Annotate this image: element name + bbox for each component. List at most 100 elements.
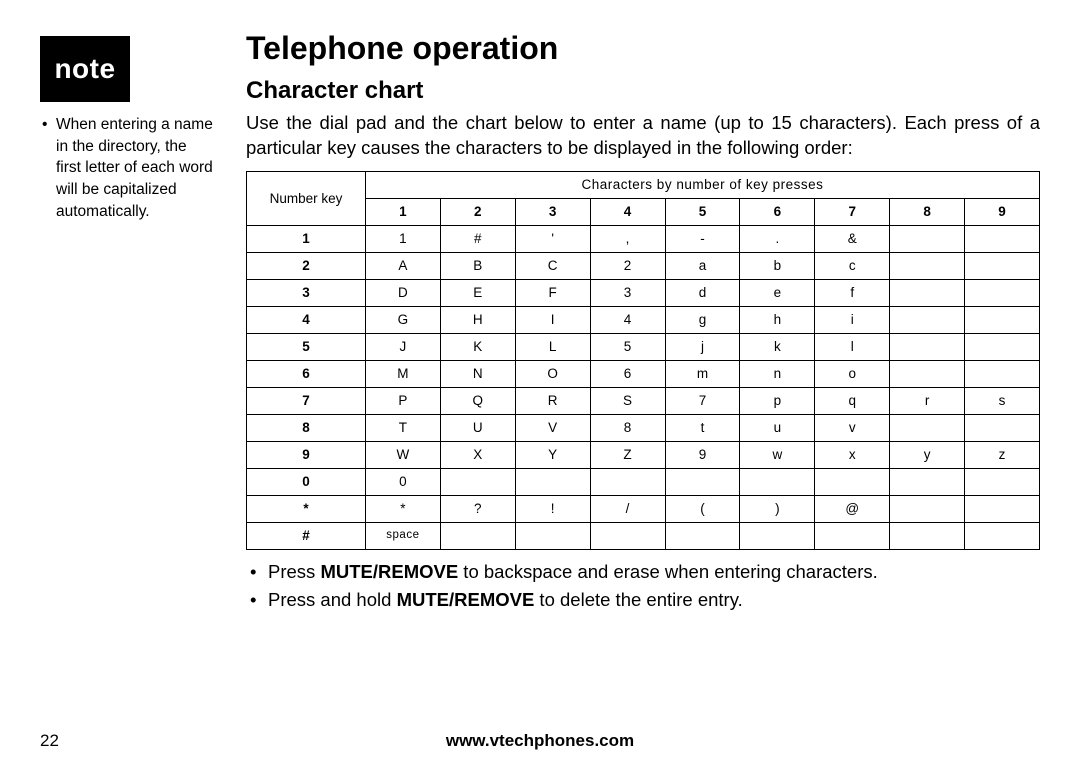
char-cell: Q bbox=[440, 387, 515, 414]
bullet-1-bold: MUTE/REMOVE bbox=[320, 561, 458, 582]
char-cell: 4 bbox=[590, 306, 665, 333]
press-header-9: 9 bbox=[965, 198, 1040, 225]
char-cell bbox=[890, 306, 965, 333]
char-cell: S bbox=[590, 387, 665, 414]
press-header-3: 3 bbox=[515, 198, 590, 225]
char-cell bbox=[965, 252, 1040, 279]
char-cell: I bbox=[515, 306, 590, 333]
page-footer: 22 www.vtechphones.com bbox=[0, 731, 1080, 751]
char-cell: g bbox=[665, 306, 740, 333]
char-cell: n bbox=[740, 360, 815, 387]
char-cell: * bbox=[365, 495, 440, 522]
char-cell: 9 bbox=[665, 441, 740, 468]
char-cell bbox=[965, 306, 1040, 333]
table-row: 9WXYZ9wxyz bbox=[247, 441, 1040, 468]
table-spanning-header: Characters by number of key presses bbox=[365, 171, 1039, 198]
char-cell bbox=[515, 522, 590, 549]
char-cell bbox=[965, 225, 1040, 252]
intro-paragraph: Use the dial pad and the chart below to … bbox=[246, 111, 1040, 161]
table-row: **?!/()@ bbox=[247, 495, 1040, 522]
char-cell bbox=[890, 360, 965, 387]
char-cell: - bbox=[665, 225, 740, 252]
char-cell: 3 bbox=[590, 279, 665, 306]
note-badge-label: note bbox=[54, 53, 115, 85]
table-row: 4GHI4ghi bbox=[247, 306, 1040, 333]
char-cell: 2 bbox=[590, 252, 665, 279]
bullet-delete-entry: Press and hold MUTE/REMOVE to delete the… bbox=[246, 586, 1040, 614]
char-cell bbox=[665, 522, 740, 549]
char-cell: y bbox=[890, 441, 965, 468]
bullet-2-bold: MUTE/REMOVE bbox=[397, 589, 535, 610]
char-cell: l bbox=[815, 333, 890, 360]
char-cell: V bbox=[515, 414, 590, 441]
char-cell: q bbox=[815, 387, 890, 414]
char-cell: H bbox=[440, 306, 515, 333]
char-cell: R bbox=[515, 387, 590, 414]
char-cell bbox=[965, 495, 1040, 522]
press-header-1: 1 bbox=[365, 198, 440, 225]
char-cell bbox=[590, 522, 665, 549]
char-cell: X bbox=[440, 441, 515, 468]
char-cell: j bbox=[665, 333, 740, 360]
char-cell bbox=[890, 468, 965, 495]
char-cell bbox=[890, 495, 965, 522]
char-cell bbox=[890, 279, 965, 306]
char-cell: b bbox=[740, 252, 815, 279]
row-key: 5 bbox=[247, 333, 366, 360]
char-cell: C bbox=[515, 252, 590, 279]
bullet-2-post: to delete the entire entry. bbox=[534, 589, 742, 610]
char-cell: Z bbox=[590, 441, 665, 468]
row-key: 2 bbox=[247, 252, 366, 279]
char-cell: f bbox=[815, 279, 890, 306]
char-cell: ' bbox=[515, 225, 590, 252]
char-cell: P bbox=[365, 387, 440, 414]
char-cell: / bbox=[590, 495, 665, 522]
char-cell bbox=[890, 414, 965, 441]
char-cell bbox=[440, 522, 515, 549]
table-row: 11#',-.& bbox=[247, 225, 1040, 252]
char-cell bbox=[890, 225, 965, 252]
char-cell: d bbox=[665, 279, 740, 306]
char-cell: F bbox=[515, 279, 590, 306]
char-cell: 7 bbox=[665, 387, 740, 414]
row-key: 1 bbox=[247, 225, 366, 252]
char-cell: D bbox=[365, 279, 440, 306]
char-cell: z bbox=[965, 441, 1040, 468]
char-cell bbox=[890, 252, 965, 279]
sidebar: note When entering a name in the directo… bbox=[40, 30, 220, 222]
char-cell: ? bbox=[440, 495, 515, 522]
note-text: When entering a name in the directory, t… bbox=[42, 114, 214, 222]
char-cell: h bbox=[740, 306, 815, 333]
row-key: 8 bbox=[247, 414, 366, 441]
char-cell: m bbox=[665, 360, 740, 387]
char-cell bbox=[590, 468, 665, 495]
char-cell: k bbox=[740, 333, 815, 360]
char-cell: s bbox=[965, 387, 1040, 414]
char-cell: 8 bbox=[590, 414, 665, 441]
page: note When entering a name in the directo… bbox=[0, 0, 1080, 771]
table-row: 00 bbox=[247, 468, 1040, 495]
char-cell: W bbox=[365, 441, 440, 468]
row-key: 0 bbox=[247, 468, 366, 495]
char-cell: J bbox=[365, 333, 440, 360]
bullet-backspace: Press MUTE/REMOVE to backspace and erase… bbox=[246, 558, 1040, 586]
table-row: 7PQRS7pqrs bbox=[247, 387, 1040, 414]
char-cell: . bbox=[740, 225, 815, 252]
char-cell: v bbox=[815, 414, 890, 441]
char-cell: T bbox=[365, 414, 440, 441]
row-key: # bbox=[247, 522, 366, 549]
char-cell bbox=[965, 468, 1040, 495]
char-cell: @ bbox=[815, 495, 890, 522]
char-cell bbox=[890, 522, 965, 549]
char-cell: M bbox=[365, 360, 440, 387]
table-row: 8TUV8tuv bbox=[247, 414, 1040, 441]
table-row: 5JKL5jkl bbox=[247, 333, 1040, 360]
char-cell: w bbox=[740, 441, 815, 468]
char-cell: N bbox=[440, 360, 515, 387]
char-cell bbox=[965, 522, 1040, 549]
row-key: 4 bbox=[247, 306, 366, 333]
char-cell bbox=[440, 468, 515, 495]
char-cell: a bbox=[665, 252, 740, 279]
char-cell: E bbox=[440, 279, 515, 306]
bullet-2-pre: Press and hold bbox=[268, 589, 397, 610]
